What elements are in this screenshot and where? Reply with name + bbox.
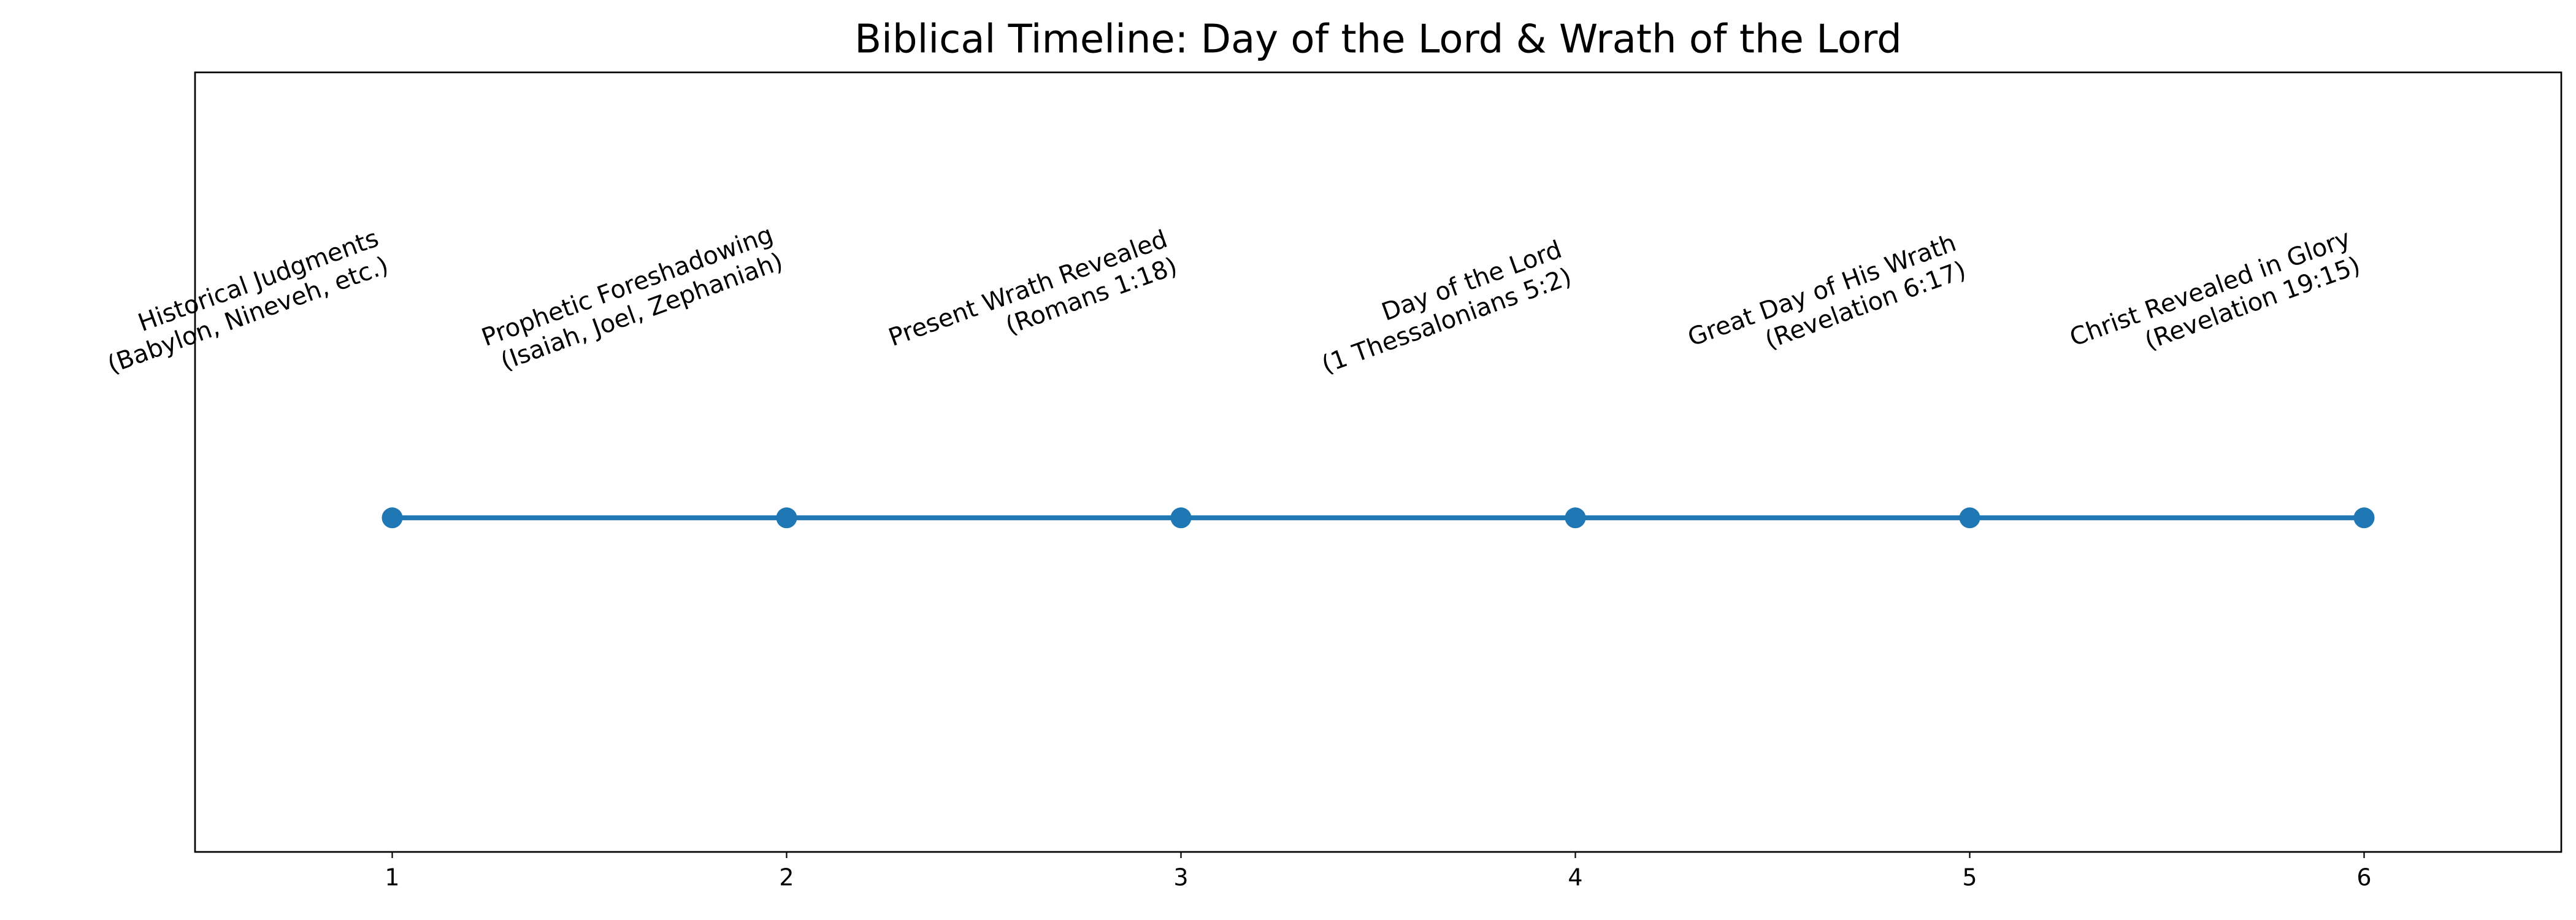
point <box>1959 507 1980 529</box>
annotation-rotated: Present Wrath Revealed(Romans 1:18) <box>885 225 1181 352</box>
annotation: Great Day of His Wrath(Revelation 6:17) <box>1684 229 1970 355</box>
x-tick-label: 2 <box>779 864 794 891</box>
annotation-rotated: Christ Revealed in Glory(Revelation 19:1… <box>2066 224 2364 356</box>
annotation: Prophetic Foreshadowing(Isaiah, Joel, Ze… <box>478 220 786 376</box>
annotation-rotated: Great Day of His Wrath(Revelation 6:17) <box>1684 229 1970 355</box>
point <box>1170 507 1192 529</box>
x-tick-label: 1 <box>385 864 399 891</box>
chart-title: Biblical Timeline: Day of the Lord & Wra… <box>854 17 1902 63</box>
annotation: Historical Judgments(Babylon, Nineveh, e… <box>104 224 392 379</box>
point <box>2353 507 2375 529</box>
annotation: Present Wrath Revealed(Romans 1:18) <box>885 225 1181 352</box>
annotation-rotated: Historical Judgments(Babylon, Nineveh, e… <box>104 224 392 379</box>
point <box>776 507 797 529</box>
point <box>381 507 403 529</box>
x-tick-label: 5 <box>1962 864 1977 891</box>
annotation: Christ Revealed in Glory(Revelation 19:1… <box>2066 224 2364 356</box>
annotation: Day of the Lord(1 Thessalonians 5:2) <box>1318 236 1576 379</box>
plot-frame <box>194 71 2563 853</box>
x-tick-label: 3 <box>1173 864 1188 891</box>
x-tick-label: 6 <box>2356 864 2371 891</box>
point <box>1565 507 1586 529</box>
annotation-rotated: Prophetic Foreshadowing(Isaiah, Joel, Ze… <box>478 220 786 376</box>
annotation-rotated: Day of the Lord(1 Thessalonians 5:2) <box>1318 236 1576 379</box>
x-tick-label: 4 <box>1568 864 1582 891</box>
